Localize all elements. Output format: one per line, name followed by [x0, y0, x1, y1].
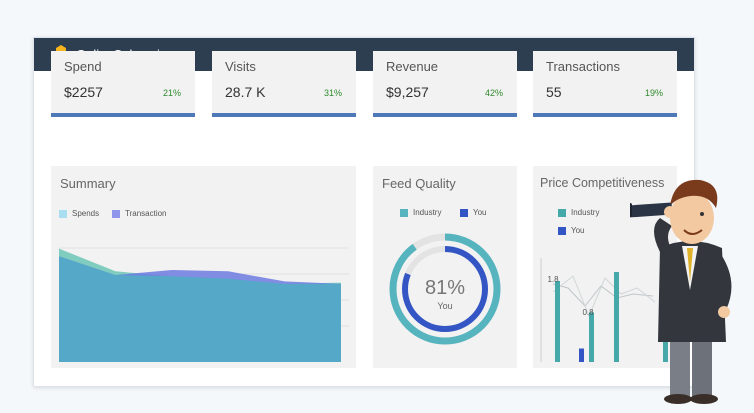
bar-industry	[589, 312, 594, 362]
legend-label: You	[571, 226, 585, 235]
legend-swatch	[558, 208, 566, 217]
legend-label: Transaction	[125, 209, 167, 218]
donut-ring-industry	[389, 233, 501, 345]
bar-you	[579, 348, 584, 362]
legend-item-spends: Spends	[59, 209, 99, 218]
legend-swatch	[558, 226, 566, 235]
kpi-card-revenue[interactable]: Revenue $9,257 42%	[373, 51, 517, 117]
businessman-telescope-illustration	[630, 179, 732, 404]
kpi-label: Visits	[225, 59, 256, 74]
legend-swatch	[460, 208, 468, 217]
kpi-change: 19%	[644, 88, 663, 98]
trend-line-1	[552, 283, 654, 307]
kpi-card-spend[interactable]: Spend $2257 21%	[51, 51, 195, 117]
kpi-value: 55	[546, 84, 562, 100]
summary-panel: Summary Spends Transaction	[51, 166, 356, 368]
bar-data-label: 0.8	[582, 308, 594, 317]
legend-item-industry: Industry	[400, 208, 441, 217]
legend-item-industry: Industry	[558, 208, 599, 217]
legend-swatch	[400, 208, 408, 217]
panel-title: Price Competitiveness	[540, 176, 665, 190]
bar-industry	[614, 272, 619, 362]
legend-item-transaction: Transaction	[112, 209, 167, 218]
panel-title: Summary	[60, 176, 116, 191]
feed-quality-panel: Feed Quality Industry You 81% You	[373, 166, 517, 368]
legend-item-you: You	[558, 226, 585, 235]
kpi-label: Spend	[64, 59, 102, 74]
trend-line-2	[552, 275, 656, 318]
legend-label: You	[473, 208, 487, 217]
price-competitiveness-panel: Price Competitiveness Industry You 1.8 0…	[533, 166, 677, 368]
feed-quality-donut-chart: 81% You	[389, 233, 501, 345]
panel-title: Feed Quality	[382, 176, 456, 191]
kpi-change: 31%	[323, 88, 342, 98]
donut-ring-you	[402, 246, 488, 332]
kpi-card-visits[interactable]: Visits 28.7 K 31%	[212, 51, 356, 117]
kpi-label: Transactions	[546, 59, 620, 74]
legend-label: Industry	[571, 208, 600, 217]
kpi-change: 21%	[162, 88, 181, 98]
legend-swatch	[59, 209, 67, 218]
area-series-overlap	[59, 256, 341, 362]
bar-industry	[555, 281, 560, 362]
kpi-value: 28.7 K	[225, 84, 266, 100]
legend-label: Spends	[72, 209, 100, 218]
donut-center-value: 81%	[425, 277, 465, 299]
summary-area-chart	[59, 247, 349, 362]
legend-swatch	[112, 209, 120, 218]
kpi-card-transactions[interactable]: Transactions 55 19%	[533, 51, 677, 117]
legend-label: Industry	[413, 208, 442, 217]
legend-item-you: You	[460, 208, 487, 217]
donut-center-label: You	[437, 301, 452, 311]
bar-data-label: 1.8	[547, 275, 559, 284]
kpi-change: 42%	[484, 88, 503, 98]
kpi-value: $9,257	[386, 84, 429, 100]
kpi-value: $2257	[64, 84, 103, 100]
kpi-label: Revenue	[386, 59, 439, 74]
